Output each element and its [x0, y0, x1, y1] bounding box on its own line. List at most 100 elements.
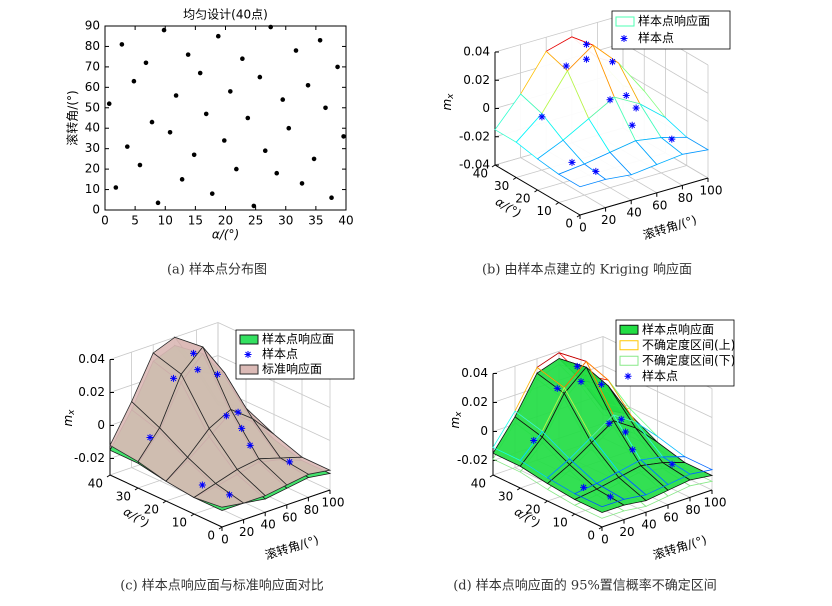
- legend-label: 样本点响应面: [638, 13, 710, 28]
- sample-point: [293, 48, 299, 53]
- sample-point: [119, 42, 125, 47]
- sample-point: [146, 433, 154, 441]
- sample-point: [203, 111, 209, 117]
- sample-point: [622, 428, 630, 436]
- sample-point: [597, 380, 605, 388]
- z-axis-label-sub: x: [454, 411, 464, 418]
- sample-point: [251, 203, 257, 209]
- sample-point: [538, 113, 546, 121]
- z-axis-label: mx: [440, 93, 456, 111]
- legend-label: 样本点: [262, 346, 298, 361]
- y-tick-label: 100: [700, 184, 723, 198]
- x-tick: [134, 487, 139, 491]
- y-tick-label: 80: [304, 503, 319, 517]
- x-tick-label: 20: [218, 214, 233, 228]
- legend-label: 不确定度区间(上): [642, 337, 735, 352]
- x-tick: [491, 164, 496, 168]
- sample-point: [553, 384, 561, 392]
- z-tick-label: -0.04: [459, 158, 490, 172]
- y-grid-line: [520, 157, 606, 208]
- sample-point: [274, 170, 280, 176]
- y-tick-label: 90: [85, 19, 100, 33]
- x-tick: [555, 202, 560, 205]
- x-tick-label: 0: [587, 529, 595, 543]
- z-tick-label: -0.02: [457, 453, 488, 467]
- y-tick-label: 80: [678, 191, 693, 205]
- surface-cell: [573, 482, 625, 508]
- legend-swatch: [239, 364, 259, 375]
- sample-point: [577, 378, 585, 386]
- sample-point: [131, 78, 137, 84]
- caption: (b) 由样本点建立的 Kriging 响应面: [482, 262, 692, 278]
- sample-point: [194, 366, 202, 374]
- y-axis-label: 滚转角/(°): [651, 532, 708, 563]
- axis-line: [579, 177, 709, 216]
- sample-point: [299, 181, 305, 186]
- x-tick-label: 5: [131, 214, 139, 228]
- sample-point: [185, 52, 191, 57]
- z-tick-label: 0: [482, 101, 490, 115]
- z-grid-line: [494, 14, 624, 53]
- sample-point: [606, 493, 614, 501]
- legend-swatch: [619, 324, 639, 335]
- legend-swatch: [615, 16, 635, 27]
- y-tick-label: 80: [685, 503, 700, 517]
- sample-point: [317, 38, 323, 43]
- x-tick-label: 20: [525, 503, 540, 517]
- x-tick-label: 10: [536, 204, 551, 218]
- x-tick-label: 40: [471, 477, 486, 491]
- x-tick: [489, 474, 494, 478]
- sample-point: [215, 33, 221, 39]
- y-tick-label: 60: [282, 510, 297, 524]
- sample-point: [305, 82, 311, 88]
- caption: (d) 样本点响应面的 95%置信概率不确定区间: [453, 578, 717, 594]
- sample-point: [221, 138, 227, 143]
- x-tick-label: 35: [308, 214, 323, 228]
- sample-point: [632, 104, 640, 112]
- sample-point: [213, 370, 221, 378]
- legend-marker: [620, 35, 628, 42]
- z-axis-label: mx: [448, 411, 464, 429]
- sample-point: [573, 362, 581, 370]
- x-tick: [516, 487, 521, 491]
- sample-point: [124, 144, 130, 149]
- plot-frame: [104, 25, 347, 211]
- legend-swatch: [239, 334, 259, 345]
- x-tick-label: 10: [552, 516, 567, 530]
- y-tick-label: 20: [239, 525, 254, 539]
- x-tick-label: 30: [498, 490, 513, 504]
- z-tick-label: -0.02: [459, 129, 490, 143]
- caption: (c) 样本点响应面与标准响应面对比: [120, 578, 324, 594]
- legend-swatch: [619, 340, 639, 351]
- sample-point: [605, 419, 613, 427]
- sample-point: [582, 55, 590, 63]
- legend-label: 不确定度区间(下): [642, 352, 735, 367]
- sample-point: [155, 200, 161, 206]
- y-tick-label: 20: [85, 162, 100, 176]
- sample-point: [628, 121, 636, 129]
- y-tick-label: 0: [601, 533, 609, 547]
- sample-point: [668, 135, 676, 143]
- y-tick-label: 100: [322, 496, 345, 510]
- x-tick-label: 10: [172, 516, 187, 530]
- sample-point: [562, 62, 570, 70]
- y-tick-label: 40: [627, 206, 642, 220]
- sample-point: [311, 156, 317, 162]
- z-axis-label-base: m: [61, 415, 75, 427]
- x-tick-label: 30: [278, 214, 293, 228]
- y-tick-label: 50: [85, 100, 100, 114]
- y-axis-label: 滚转角/(°): [641, 212, 698, 243]
- z-axis-label-base: m: [440, 99, 454, 111]
- legend-label: 样本点: [638, 30, 674, 45]
- y-tick-label: 40: [261, 518, 276, 532]
- y-tick-label: 100: [704, 496, 727, 510]
- x-tick: [544, 500, 548, 504]
- sample-point: [240, 56, 245, 62]
- legend-marker: [624, 372, 632, 380]
- z-tick-label: 0.04: [461, 366, 488, 380]
- legend-swatch: [619, 355, 639, 366]
- sample-point: [629, 446, 637, 454]
- sample-point: [608, 58, 616, 66]
- y-tick-label: 80: [85, 39, 100, 53]
